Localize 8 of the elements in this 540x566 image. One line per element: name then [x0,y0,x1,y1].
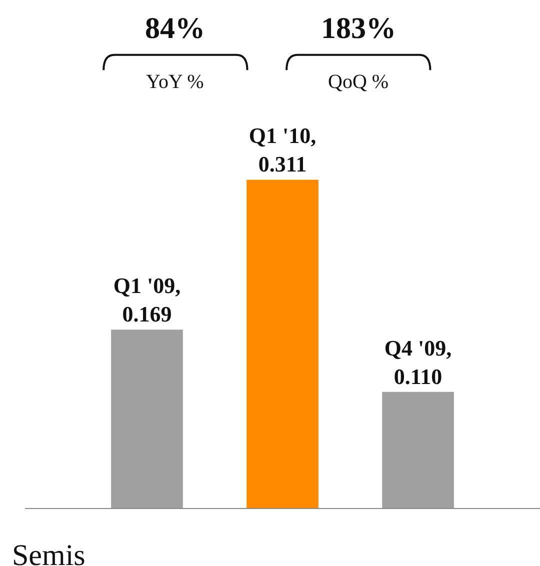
x-axis-title: Semis [12,539,86,566]
text: QoQ % [328,71,389,93]
text: YoY % [146,71,204,93]
data-label: Q1 '09, 0.169 [113,273,181,327]
text: 84% [145,12,205,45]
data-label: Q4 '09, 0.110 [384,335,452,389]
data-label: Q1 '10, 0.311 [248,123,316,177]
text: 183% [321,12,396,45]
